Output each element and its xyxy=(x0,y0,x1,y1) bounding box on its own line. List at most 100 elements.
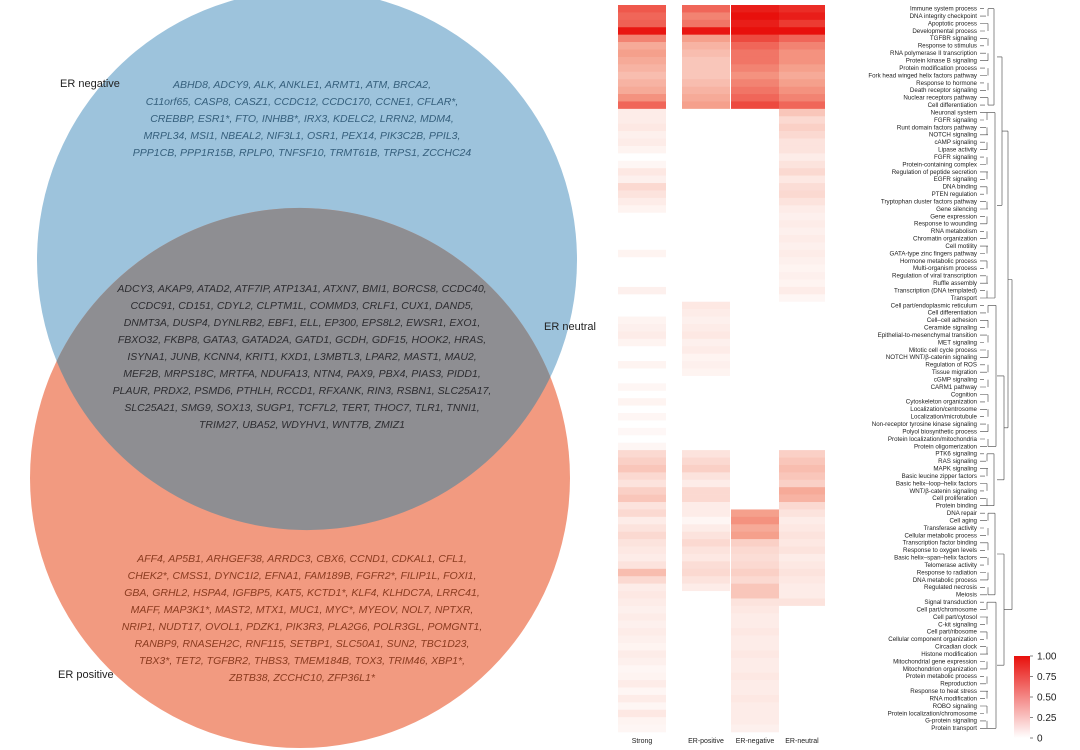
heatmap-cell xyxy=(731,457,779,466)
heatmap-cell xyxy=(618,160,666,169)
heatmap-cell xyxy=(618,368,666,377)
heatmap-cell xyxy=(682,450,730,458)
row-label: Protein kinase B signaling xyxy=(906,57,978,64)
row-label: Response to wounding xyxy=(914,221,978,228)
heatmap-cell xyxy=(779,464,825,473)
positive-gene-line: ZBTB38, ZCCHC10, ZFP36L1* xyxy=(228,672,376,684)
row-label: Ruffle assembly xyxy=(933,280,978,287)
heatmap-cell xyxy=(682,71,730,80)
heatmap-cell xyxy=(731,257,779,265)
heatmap-cell xyxy=(618,635,666,644)
heatmap-cell xyxy=(731,509,779,518)
heatmap-cell xyxy=(731,635,779,644)
heatmap-cell xyxy=(731,694,779,703)
heatmap-cell xyxy=(731,27,779,35)
heatmap-cell xyxy=(731,34,779,43)
heatmap-cell xyxy=(731,338,779,347)
heatmap-cell xyxy=(618,724,666,733)
negative-gene-line: CREBBP, ESR1*, FTO, INHBB*, IRX3, KDELC2… xyxy=(150,113,454,125)
heatmap-cell xyxy=(682,249,730,258)
heatmap-cell xyxy=(682,64,730,73)
heatmap-cell xyxy=(731,116,779,124)
heatmap-cell xyxy=(682,427,730,436)
heatmap-cell xyxy=(618,34,666,43)
heatmap-cell xyxy=(731,323,779,332)
heatmap-cell xyxy=(779,279,825,288)
heatmap-cell xyxy=(779,650,825,659)
row-label: Cognition xyxy=(951,391,978,398)
heatmap-cell xyxy=(779,524,825,533)
heatmap-cell xyxy=(618,108,666,117)
er-positive-label: ER positive xyxy=(58,669,114,681)
heatmap-cell xyxy=(779,12,825,21)
row-label: Transport xyxy=(951,295,978,302)
heatmap-cell xyxy=(682,346,730,354)
heatmap-cell xyxy=(618,138,666,147)
heatmap-cell xyxy=(779,346,825,354)
heatmap-cell xyxy=(682,516,730,525)
heatmap-cell xyxy=(618,717,666,725)
heatmap-cell xyxy=(779,71,825,80)
heatmap-cell xyxy=(731,94,779,102)
row-label: G-protein signaling xyxy=(925,718,977,725)
row-label: EGFR signaling xyxy=(934,176,978,183)
row-label: Non-receptor tyrosine kinase signaling xyxy=(872,421,978,428)
heatmap-cell xyxy=(731,479,779,488)
heatmap-cell xyxy=(682,383,730,392)
heatmap-cell xyxy=(618,316,666,325)
heatmap-cell xyxy=(682,687,730,696)
heatmap-cell xyxy=(682,598,730,607)
heatmap-cell xyxy=(731,650,779,659)
row-label: MAPK signaling xyxy=(933,466,977,473)
heatmap-cell xyxy=(731,316,779,325)
positive-gene-line: AFF4, AP5B1, ARHGEF38, ARRDC3, CBX6, CCN… xyxy=(136,553,467,565)
heatmap-cell xyxy=(618,294,666,303)
heatmap-cell xyxy=(682,420,730,429)
heatmap-cell xyxy=(779,249,825,258)
row-label: WNT/β-catenin signaling xyxy=(909,488,977,495)
heatmap-cell xyxy=(682,42,730,50)
neutral-gene-line: PLAUR, PRDX2, PSMD6, PTHLH, RCCD1, RFXAN… xyxy=(113,385,492,397)
heatmap-cell xyxy=(682,294,730,303)
heatmap-cell xyxy=(779,27,825,35)
heatmap-cell xyxy=(682,405,730,414)
heatmap-cell xyxy=(779,272,825,280)
heatmap-cell xyxy=(618,398,666,406)
heatmap-cell xyxy=(618,338,666,347)
row-label: Tryptophan cluster factors pathway xyxy=(881,198,978,205)
heatmap-cell xyxy=(731,405,779,414)
heatmap-cell xyxy=(731,375,779,384)
heatmap-cell xyxy=(618,220,666,228)
row-label: cGMP signaling xyxy=(934,376,978,383)
heatmap-cell xyxy=(779,361,825,369)
heatmap-cell xyxy=(731,472,779,481)
heatmap-cell xyxy=(779,153,825,162)
row-label: RNA modification xyxy=(930,695,978,702)
heatmap-cell xyxy=(779,316,825,325)
positive-gene-line: NRIP1, NUDT17, OVOL1, PDZK1, PIK3R3, PLA… xyxy=(122,621,483,633)
heatmap-cell xyxy=(618,279,666,288)
heatmap-cell xyxy=(731,294,779,303)
heatmap-cell xyxy=(618,27,666,35)
row-label: GATA-type zinc fingers pathway xyxy=(890,250,978,257)
row-label: Histone modification xyxy=(921,651,977,658)
heatmap-cell xyxy=(731,413,779,421)
heatmap-cell xyxy=(682,242,730,251)
heatmap-cell xyxy=(731,279,779,288)
row-label: Response to heat stress xyxy=(910,688,977,695)
heatmap-cell xyxy=(618,702,666,711)
heatmap-cell xyxy=(682,27,730,35)
heatmap-cell xyxy=(618,687,666,696)
colorbar-tick-label: 0.75 xyxy=(1037,672,1057,683)
row-label: Cell part/ribosome xyxy=(927,629,978,636)
heatmap-cell xyxy=(731,687,779,696)
heatmap-cell xyxy=(779,568,825,577)
negative-gene-line: MRPL34, MSI1, NBEAL2, NIF3L1, OSR1, PEX1… xyxy=(144,130,461,142)
heatmap-cell xyxy=(779,539,825,547)
heatmap-cell xyxy=(731,427,779,436)
heatmap-cell xyxy=(618,665,666,673)
heatmap-cell xyxy=(618,131,666,139)
heatmap-cell xyxy=(682,234,730,243)
heatmap-cell xyxy=(682,309,730,317)
neutral-gene-line: TRIM27, UBA52, WDYHV1, WNT7B, ZMIZ1 xyxy=(199,419,405,431)
